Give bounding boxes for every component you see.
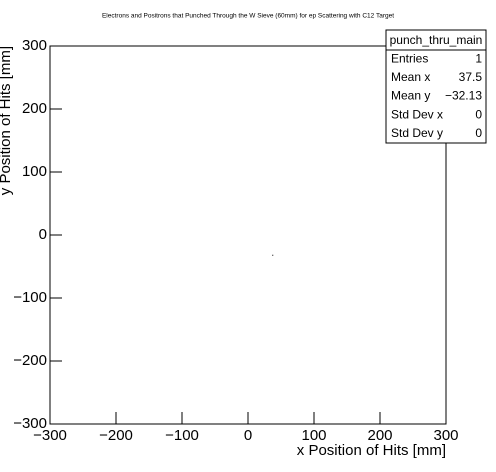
- x-tick-label: 300: [433, 427, 458, 444]
- stats-title: punch_thru_main: [390, 33, 483, 47]
- y-tick-label: −100: [13, 289, 47, 306]
- stats-label: Mean y: [391, 89, 430, 103]
- stats-value: −32.13: [445, 89, 482, 103]
- stats-value: 37.5: [459, 70, 483, 84]
- stats-value: 0: [475, 126, 482, 140]
- stats-label: Std Dev x: [391, 107, 443, 121]
- stats-value: 1: [475, 51, 482, 65]
- x-tick-label: −300: [33, 427, 67, 444]
- chart-title: Electrons and Positrons that Punched Thr…: [102, 13, 394, 20]
- x-tick-label: 200: [367, 427, 392, 444]
- y-axis-label: y Position of Hits [mm]: [0, 46, 14, 195]
- y-tick-label: −200: [13, 352, 47, 369]
- y-tick-label: 200: [22, 100, 47, 117]
- stats-label: Entries: [391, 51, 428, 65]
- y-tick-label: −300: [13, 415, 47, 432]
- x-tick-label: 0: [244, 427, 252, 444]
- stats-box: [385, 29, 487, 144]
- y-tick-label: 300: [22, 37, 47, 54]
- y-tick-label: 100: [22, 163, 47, 180]
- x-tick-label: −100: [165, 427, 199, 444]
- y-tick-label: 0: [39, 226, 47, 243]
- x-axis-label: x Position of Hits [mm]: [297, 442, 446, 459]
- stats-label: Std Dev y: [391, 126, 443, 140]
- x-tick-label: −200: [99, 427, 133, 444]
- stats-label: Mean x: [391, 70, 430, 84]
- x-tick-label: 100: [301, 427, 326, 444]
- stats-value: 0: [475, 107, 482, 121]
- point: [272, 254, 274, 256]
